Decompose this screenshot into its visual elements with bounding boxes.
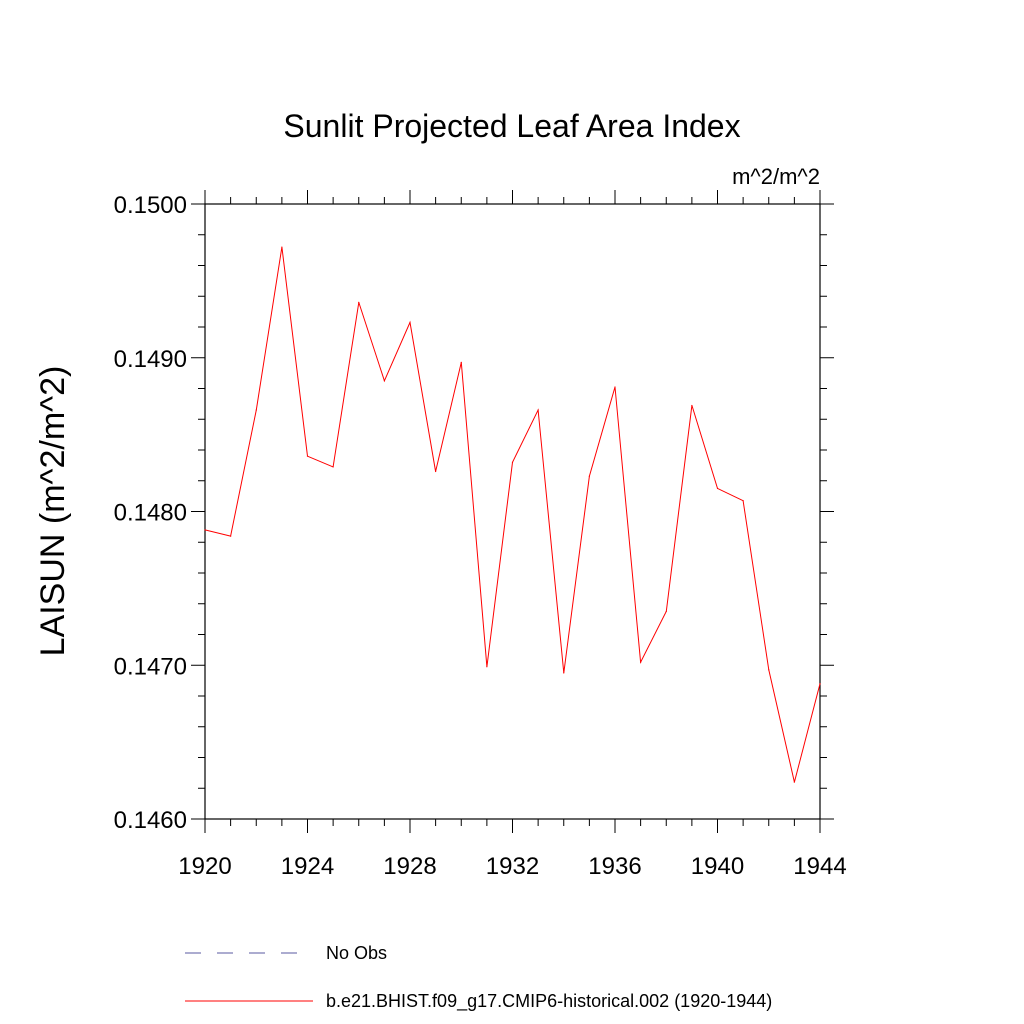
legend-label: b.e21.BHIST.f09_g17.CMIP6-historical.002… xyxy=(326,991,772,1012)
x-tick-label: 1940 xyxy=(691,853,744,880)
data-point xyxy=(640,661,642,663)
y-tick-label: 0.1460 xyxy=(114,807,187,834)
data-point xyxy=(742,500,744,502)
data-point xyxy=(460,361,462,363)
data-point xyxy=(716,487,719,490)
x-tick-label: 1944 xyxy=(793,853,846,880)
x-tick-label: 1936 xyxy=(588,853,641,880)
data-point xyxy=(614,386,616,388)
series-line xyxy=(204,247,821,783)
data-point xyxy=(306,455,309,457)
plot-frame xyxy=(204,203,821,820)
legend-label: No Obs xyxy=(326,943,387,963)
axis-ticks xyxy=(191,190,834,833)
data-point xyxy=(435,470,437,473)
y-tick-label: 0.1480 xyxy=(114,500,187,527)
y-tick-label: 0.1490 xyxy=(114,346,187,373)
data-point xyxy=(537,409,539,411)
y-tick-label: 0.1470 xyxy=(114,653,187,680)
data-point xyxy=(255,409,257,411)
data-point xyxy=(358,301,360,303)
units-label: m^2/m^2 xyxy=(732,164,820,189)
x-tick-label: 1928 xyxy=(383,853,436,880)
data-point xyxy=(819,683,821,685)
x-tick-label: 1932 xyxy=(486,853,539,880)
data-point xyxy=(409,321,411,323)
data-point xyxy=(204,529,206,531)
y-axis-label: LAISUN (m^2/m^2) xyxy=(34,366,72,657)
legend: No Obs b.e21.BHIST.f09_g17.CMIP6-historic… xyxy=(185,943,772,1012)
data-point xyxy=(332,466,334,468)
data-point xyxy=(588,475,590,477)
chart-title: Sunlit Projected Leaf Area Index xyxy=(283,108,740,144)
data-point xyxy=(511,461,514,463)
data-point xyxy=(768,669,770,671)
data-point xyxy=(793,781,795,783)
data-point xyxy=(383,380,385,382)
tick-labels: 1920 1924 1928 1932 1936 1940 1944 0.1460 0.1470… xyxy=(114,192,847,880)
data-point xyxy=(230,535,232,537)
data-point xyxy=(281,246,283,248)
y-tick-label: 0.1500 xyxy=(114,192,187,219)
data-point xyxy=(486,666,488,668)
x-tick-label: 1924 xyxy=(281,853,334,880)
data-point xyxy=(691,404,693,407)
x-tick-label: 1920 xyxy=(178,853,231,880)
data-point xyxy=(665,610,667,613)
series-group xyxy=(204,246,821,783)
data-point xyxy=(563,672,565,674)
